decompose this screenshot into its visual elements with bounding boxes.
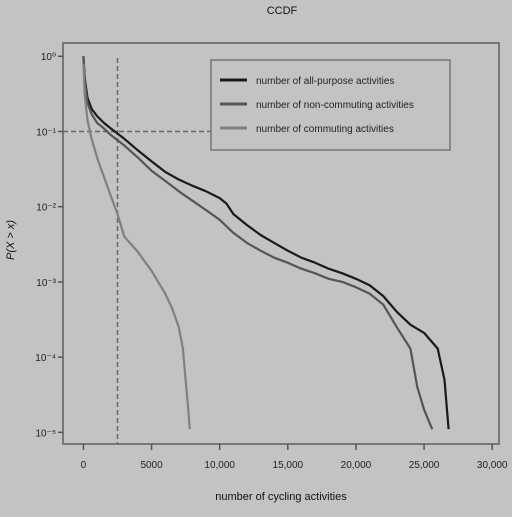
y-axis-label: P(X > x) bbox=[5, 220, 17, 260]
y-tick-label: 10⁻¹ bbox=[36, 127, 56, 138]
series-line bbox=[82, 63, 191, 430]
x-tick-label: 10,000 bbox=[204, 460, 235, 471]
y-tick-label: 10⁻⁴ bbox=[35, 353, 56, 364]
x-axis-label: number of cycling activities bbox=[215, 491, 347, 503]
y-tick-label: 10⁻² bbox=[36, 203, 56, 214]
x-axis: 0 5000 10,000 15,000 20,000 25,000 30,000 bbox=[81, 444, 508, 471]
y-tick-label: 10⁻⁵ bbox=[35, 428, 56, 439]
x-tick-label: 15,000 bbox=[273, 460, 304, 471]
legend-label: number of non-commuting activities bbox=[256, 100, 414, 111]
series-line bbox=[82, 56, 450, 430]
legend-box bbox=[210, 59, 451, 151]
x-tick-label: 0 bbox=[81, 460, 87, 471]
x-tick-label: 25,000 bbox=[409, 460, 440, 471]
series-line bbox=[82, 56, 434, 430]
legend: number of all-purpose activities number o… bbox=[210, 59, 451, 151]
x-tick-label: 30,000 bbox=[477, 460, 508, 471]
legend-label: number of all-purpose activities bbox=[256, 76, 394, 87]
series-group bbox=[82, 56, 450, 430]
legend-label: number of commuting activities bbox=[256, 124, 394, 135]
y-tick-label: 10⁻³ bbox=[36, 278, 56, 289]
reference-lines bbox=[63, 58, 211, 444]
plot-frame bbox=[62, 42, 500, 445]
chart-title: CCDF bbox=[267, 5, 298, 17]
x-tick-label: 5000 bbox=[140, 460, 163, 471]
y-axis: 10⁰ 10⁻¹ 10⁻² 10⁻³ 10⁻⁴ 10⁻⁵ bbox=[35, 52, 63, 439]
y-tick-label: 10⁰ bbox=[41, 52, 56, 63]
x-tick-label: 20,000 bbox=[341, 460, 372, 471]
